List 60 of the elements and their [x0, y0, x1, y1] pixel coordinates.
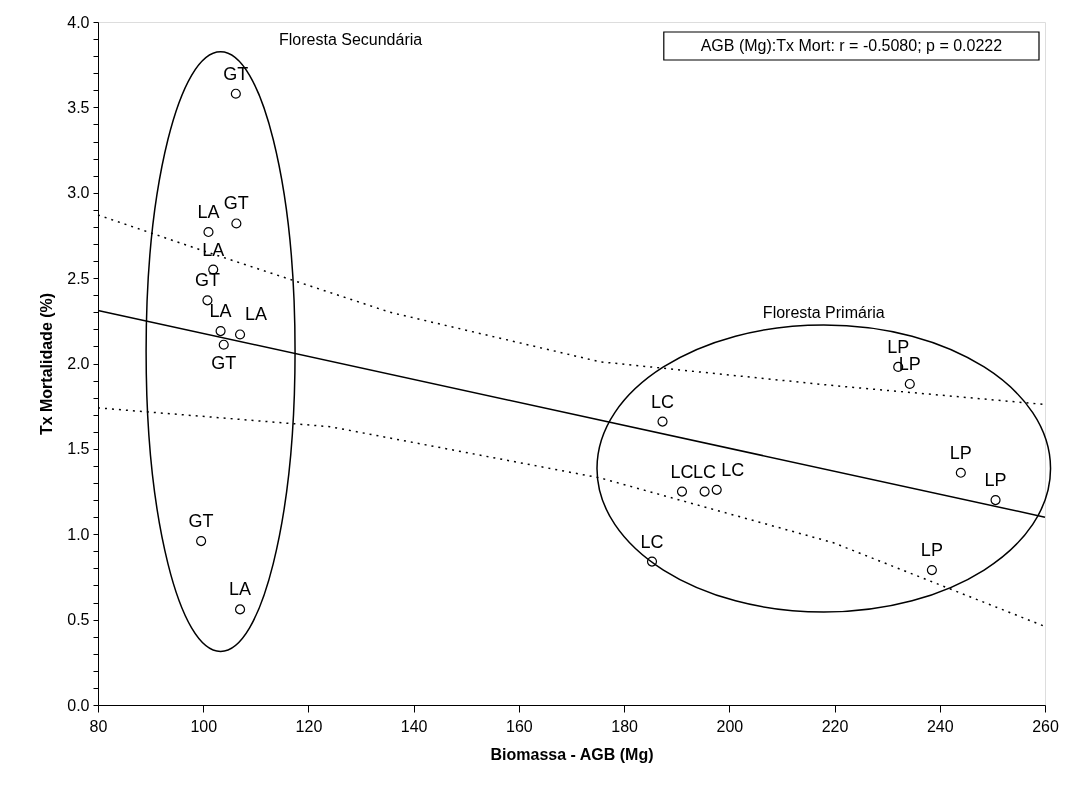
y-tick-label: 0.0: [67, 696, 90, 714]
data-label: GT: [223, 63, 249, 84]
x-axis-title: Biomassa - AGB (Mg): [490, 745, 654, 763]
x-tick-label: 220: [821, 717, 849, 735]
data-label: GT: [188, 511, 214, 532]
x-tick-label: 120: [295, 717, 323, 735]
data-label: LP: [984, 470, 1007, 491]
data-label: GT: [223, 193, 249, 214]
data-label: LA: [245, 304, 268, 325]
y-tick-label: 2.5: [67, 269, 90, 287]
data-label: LP: [949, 442, 972, 463]
y-tick-label: 3.5: [67, 98, 90, 116]
y-tick-label: 1.5: [67, 440, 90, 458]
data-label: LC: [721, 459, 745, 480]
x-tick-label: 180: [611, 717, 639, 735]
data-label: LC: [640, 531, 664, 552]
y-tick-label: 4.0: [67, 13, 90, 31]
x-tick-label: 200: [716, 717, 744, 735]
x-tick-label: 100: [190, 717, 218, 735]
data-label: LC: [670, 461, 694, 482]
y-axis-title: Tx Mortalidade (%): [38, 292, 56, 436]
point: [990, 495, 1001, 506]
point: [234, 604, 246, 615]
point: [657, 416, 668, 427]
point: [955, 467, 966, 478]
data-label: LP: [920, 540, 943, 561]
x-tick-label: 160: [506, 717, 533, 735]
point: [676, 486, 688, 497]
point: [699, 486, 710, 497]
data-label: LA: [202, 239, 225, 260]
annotation: Floresta Primária: [762, 303, 885, 321]
y-tick-label: 2.0: [67, 355, 90, 372]
point: [230, 88, 241, 99]
point: [711, 484, 722, 495]
annotation: AGB (Mg):Tx Mort: r = -0.5080; p = 0.0222: [700, 37, 1003, 54]
x-tick-label: 260: [1032, 717, 1059, 735]
y-tick-label: 1.0: [67, 525, 90, 543]
data-label: LC: [693, 461, 717, 482]
data-label: GT: [194, 270, 220, 291]
data-label: LA: [229, 579, 252, 600]
point: [926, 565, 937, 576]
point: [196, 536, 207, 547]
point: [904, 378, 915, 390]
data-label: GT: [211, 352, 237, 373]
data-label: LC: [651, 391, 675, 412]
point: [218, 339, 229, 350]
point: [231, 218, 242, 229]
data-label: LA: [209, 301, 232, 322]
point: [203, 226, 214, 238]
x-tick-label: 140: [400, 717, 428, 735]
point: [646, 556, 658, 567]
x-tick-label: 240: [926, 717, 954, 735]
y-tick-label: 3.0: [67, 184, 90, 202]
point: [234, 329, 246, 340]
x-tick-label: 80: [89, 717, 108, 735]
data-label: LA: [197, 202, 220, 223]
point: [215, 325, 226, 337]
y-tick-label: 0.5: [67, 611, 90, 629]
point: [202, 295, 213, 306]
annotation: Floresta Secundária: [278, 30, 423, 48]
